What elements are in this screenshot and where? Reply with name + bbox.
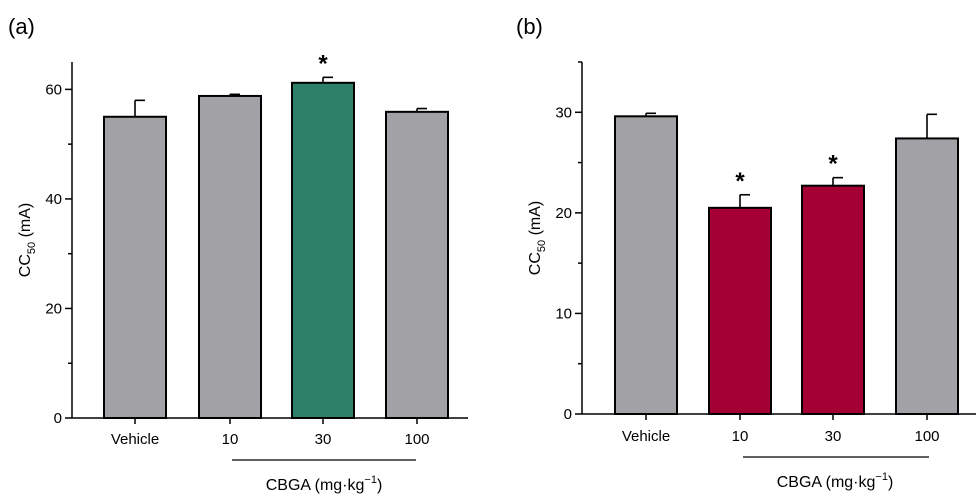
y-tick-label: 10 — [555, 305, 572, 322]
bar-vehicle — [103, 115, 167, 420]
y-tick-label: 0 — [54, 410, 62, 427]
y-tick-label: 60 — [45, 81, 62, 98]
x-tick-label: 10 — [222, 431, 239, 448]
x-tick-label: Vehicle — [622, 428, 670, 445]
group-label: CBGA (mg·kg−1) — [777, 471, 894, 491]
x-tick-label: 30 — [315, 431, 332, 448]
group-label: CBGA (mg·kg−1) — [266, 474, 383, 494]
y-tick-label: 20 — [555, 205, 572, 222]
significance-marker: * — [318, 50, 328, 77]
bar-10 — [198, 94, 262, 420]
panel-label: (a) — [8, 14, 35, 39]
x-tick-label: 100 — [914, 428, 939, 445]
panel-label: (b) — [516, 14, 543, 39]
x-tick-label: Vehicle — [111, 431, 159, 448]
bar-100 — [895, 137, 959, 415]
y-tick-label: 20 — [45, 300, 62, 317]
x-tick-label: 10 — [732, 428, 749, 445]
x-tick-label: 30 — [825, 428, 842, 445]
x-tick-label: 100 — [404, 431, 429, 448]
y-axis-title: CC50 (mA) — [17, 203, 38, 277]
bar-30 — [291, 81, 355, 419]
bar-30 — [801, 184, 865, 415]
y-tick-label: 30 — [555, 104, 572, 121]
panel-a-chart: (a) 0 20 40 60 CC50 (mA) Vehicle 10 * 30 100 CBGA (… — [8, 14, 468, 494]
y-tick-label: 0 — [564, 406, 572, 423]
bar-100 — [385, 110, 449, 419]
y-axis-title: CC50 (mA) — [527, 201, 548, 275]
panel-b-chart: (b) 0 10 20 30 CC50 (mA) Vehicle * 10 * 30 100 CBGA … — [516, 14, 976, 491]
significance-marker: * — [735, 168, 745, 195]
significance-marker: * — [828, 151, 838, 178]
bar-10 — [708, 206, 772, 415]
bar-vehicle — [614, 115, 678, 416]
y-tick-label: 40 — [45, 191, 62, 208]
